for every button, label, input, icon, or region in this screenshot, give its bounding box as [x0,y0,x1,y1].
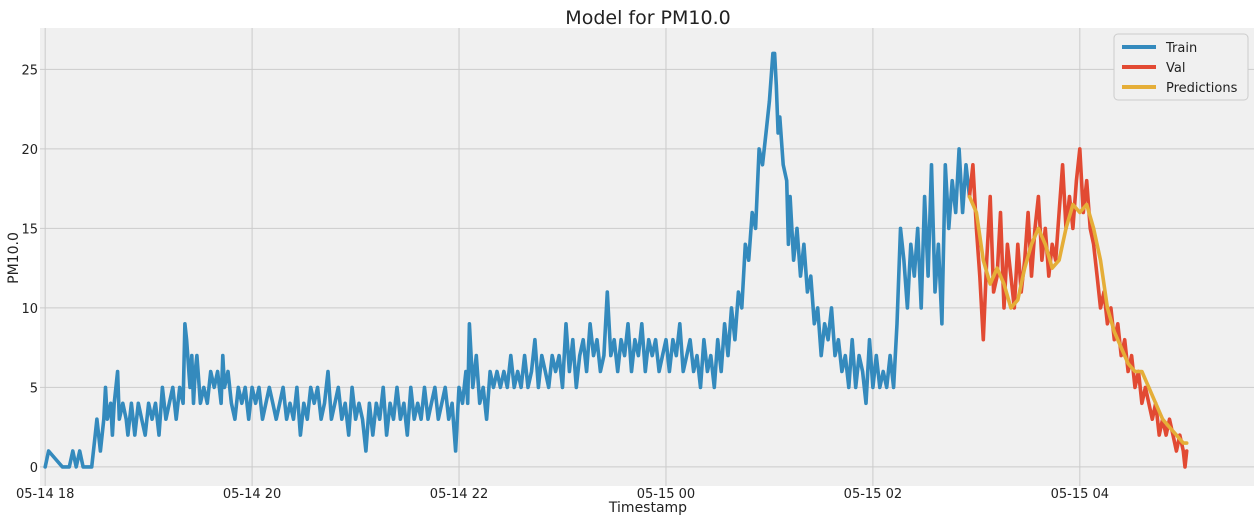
y-tick-label: 10 [21,302,38,317]
legend: Train Val Predictions [1113,33,1249,101]
legend-label-predictions: Predictions [1166,81,1238,96]
gridlines [40,28,1254,486]
y-tick-label: 20 [21,143,38,158]
x-tick-label: 05-15 04 [1051,487,1109,502]
x-tick-label: 05-14 18 [16,487,74,502]
legend-entries: Train Val Predictions [1122,41,1238,96]
legend-frame [1113,33,1249,101]
val-series-line [967,147,1189,469]
y-tick-label: 0 [30,461,38,476]
train-series-line [43,51,972,469]
y-tick-label: 5 [30,381,38,396]
y-tick-label: 25 [21,63,38,78]
x-tick-label: 05-14 20 [223,487,281,502]
y-axis-label: PM10.0 [6,232,22,284]
legend-label-train: Train [1165,41,1197,56]
x-tick-label: 05-15 00 [637,487,695,502]
tick-labels: 05-14 18 05-14 20 05-14 22 05-15 00 05-15 02… [16,63,1109,502]
x-tick-label: 05-15 02 [844,487,902,502]
y-tick-label: 15 [21,222,38,237]
legend-label-val: Val [1166,61,1185,76]
series-lines [43,51,1189,469]
x-axis-label: Timestamp [608,500,687,516]
chart-title: Model for PM10.0 [565,7,730,29]
x-tick-label: 05-14 22 [430,487,488,502]
plot-background [40,28,1254,486]
predictions-series-line [967,194,1189,445]
